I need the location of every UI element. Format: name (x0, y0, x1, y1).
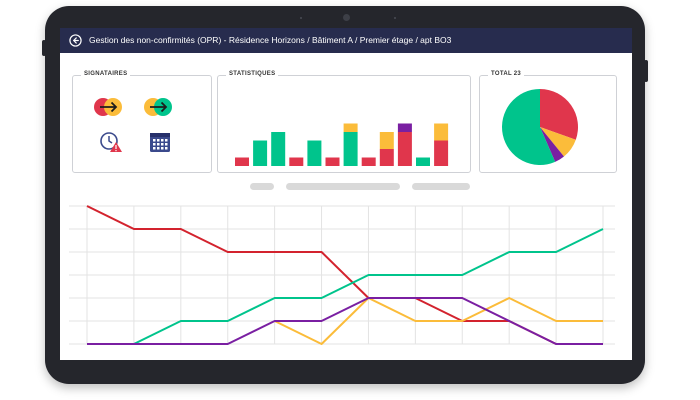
bar-segment (271, 132, 286, 166)
bar-segment (289, 157, 304, 166)
line-chart-area (60, 198, 632, 360)
page-title: Gestion des non-confirmités (OPR) - Rési… (89, 35, 452, 45)
bar-segment (343, 132, 358, 166)
clock-alert-icon[interactable] (99, 131, 123, 153)
bar-segment (325, 157, 340, 166)
tablet-side-button (42, 40, 46, 56)
bar-segment (434, 123, 449, 141)
pager-pill[interactable] (286, 183, 400, 190)
pie-slice (540, 127, 576, 157)
panel-title-signataires: SIGNATAIRES (81, 71, 131, 77)
bar-segment (434, 140, 449, 166)
series-line (274, 297, 603, 345)
statistiques-panel: STATISTIQUES (217, 71, 471, 173)
trend-line-chart (69, 205, 615, 345)
pie-slice (540, 127, 564, 162)
camera-icon (343, 14, 350, 21)
sensor-dot (300, 17, 302, 19)
panel-title-total: TOTAL 23 (488, 71, 525, 77)
pie-slice (540, 89, 578, 140)
back-arrow-icon[interactable] (69, 34, 82, 47)
total-pie-chart (501, 89, 578, 166)
app-screen: Gestion des non-confirmités (OPR) - Rési… (60, 28, 632, 360)
panel-title-statistiques: STATISTIQUES (226, 71, 279, 77)
tablet-side-button (644, 60, 648, 82)
bar-segment (253, 140, 268, 166)
series-line (87, 228, 604, 345)
bar-segment (397, 132, 412, 166)
sensor-dot (394, 17, 396, 19)
pager-pill[interactable] (250, 183, 274, 190)
calendar-icon[interactable] (149, 131, 171, 153)
total-panel: TOTAL 23 (479, 71, 617, 173)
bar-segment (235, 157, 249, 166)
bar-segment (379, 132, 394, 149)
arrow-yellow-teal-icon[interactable] (143, 96, 177, 118)
bar-segment (361, 157, 376, 166)
arrow-red-orange-icon[interactable] (93, 96, 127, 118)
bar-segment (416, 157, 430, 166)
app-header: Gestion des non-confirmités (OPR) - Rési… (60, 28, 632, 53)
bar-segment (379, 149, 394, 166)
bar-segment (343, 123, 358, 132)
signataires-panel: SIGNATAIRES (72, 71, 212, 173)
pager-pill[interactable] (412, 183, 470, 190)
series-line (87, 297, 603, 345)
stat-bar-chart (235, 123, 449, 166)
pie-slice (501, 89, 556, 166)
bar-segment (307, 140, 322, 166)
bar-segment (397, 123, 412, 132)
